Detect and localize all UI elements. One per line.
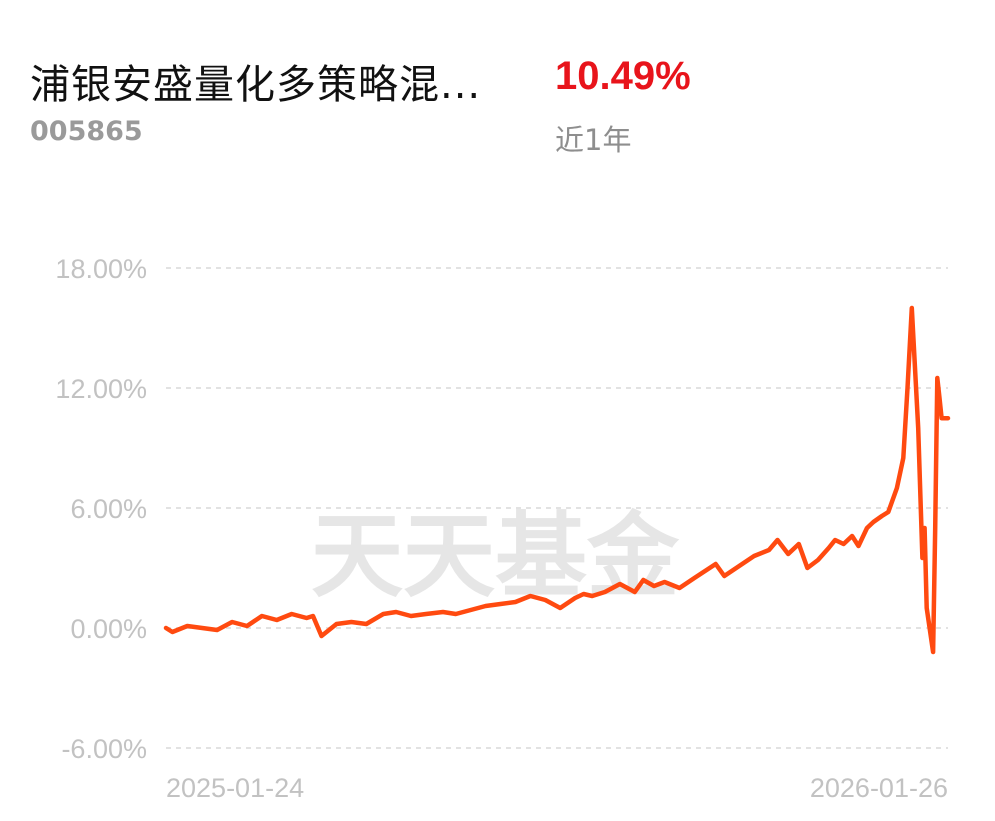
series-layer xyxy=(163,305,951,655)
y-axis-ticks: 18.00% 12.00% 6.00% 0.00% -6.00% xyxy=(55,254,147,764)
y-tick-label: 6.00% xyxy=(70,494,147,524)
x-tick-label: 2026-01-26 xyxy=(810,773,948,803)
return-period-label[interactable]: 近1年 xyxy=(555,123,632,157)
fund-name[interactable]: 浦银安盛量化多策略混... xyxy=(30,62,482,108)
y-tick-label: 18.00% xyxy=(55,254,147,284)
chart-gridlines xyxy=(166,267,948,749)
x-tick-label: 2025-01-24 xyxy=(166,773,304,803)
return-value: 10.49% xyxy=(555,54,691,98)
fund-header: 浦银安盛量化多策略混... 005865 10.49% 近1年 xyxy=(0,0,995,170)
y-tick-label: -6.00% xyxy=(61,734,147,764)
x-axis-ticks: 2025-01-24 2026-01-26 xyxy=(166,773,948,803)
y-tick-label: 12.00% xyxy=(55,374,147,404)
y-tick-label: 0.00% xyxy=(70,614,147,644)
watermark: 天天基金 xyxy=(311,502,680,610)
series-line xyxy=(163,305,951,655)
fund-code: 005865 xyxy=(30,116,143,147)
